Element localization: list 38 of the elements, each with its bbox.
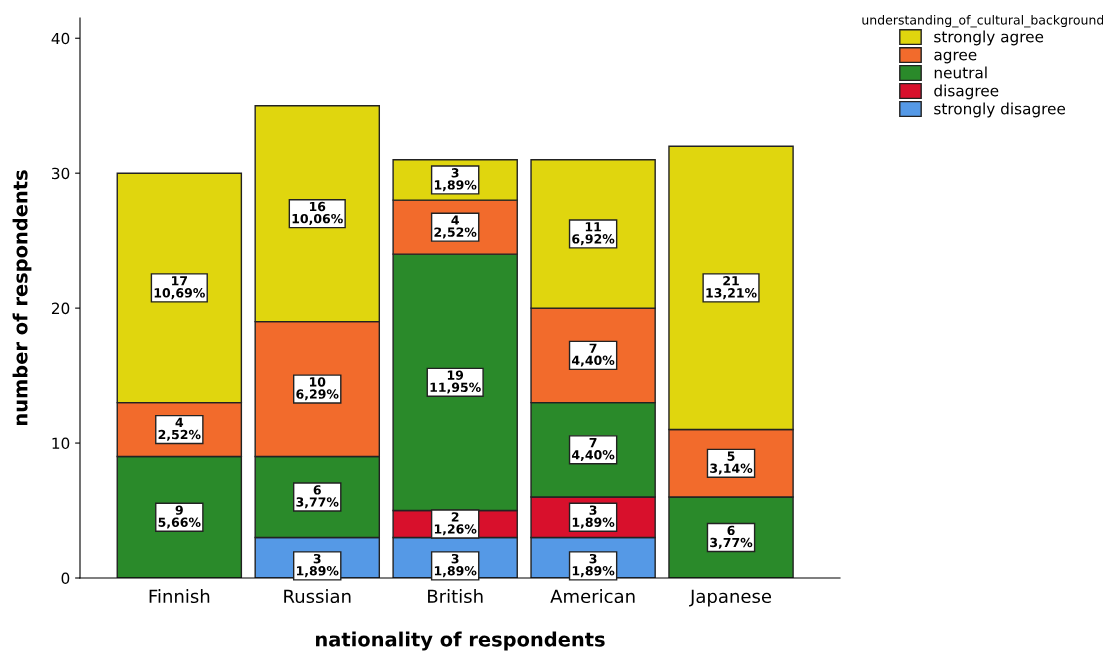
legend-label: neutral	[934, 66, 987, 79]
data-label: 19 11,95%	[430, 370, 481, 394]
data-label: 7 4,40%	[571, 343, 615, 367]
data-label: 5 3,14%	[710, 451, 753, 475]
data-label: 4 2,52%	[158, 417, 201, 441]
legend-label: agree	[934, 51, 977, 64]
data-label: 6 3,77%	[296, 485, 339, 509]
data-label: 3 1,89%	[572, 505, 615, 529]
data-label: 9 5,66%	[158, 505, 201, 529]
y-tick-label: 0	[61, 572, 70, 585]
y-tick-label: 20	[51, 302, 70, 315]
data-label: 4 2,52%	[434, 215, 477, 239]
x-tick-label: British	[428, 589, 483, 604]
legend-label: strongly disagree	[934, 102, 1066, 118]
legend-title: understanding_of_cultural_background	[862, 14, 1103, 28]
data-label: 10 6,29%	[296, 377, 339, 401]
x-tick-label: American	[550, 589, 635, 604]
data-label: 16 10,06%	[292, 201, 343, 225]
x-tick-label: Japanese	[689, 589, 772, 607]
legend-label: strongly agree	[934, 30, 1044, 46]
data-label: 7 4,40%	[571, 438, 615, 462]
x-tick-label: Finnish	[149, 589, 210, 604]
data-label: 6 3,77%	[710, 525, 753, 549]
data-label: 2 1,26%	[434, 512, 477, 536]
y-tick-label: 30	[52, 167, 70, 180]
x-axis-title: nationality of respondents	[316, 631, 605, 651]
data-label: 3 1,89%	[434, 553, 477, 578]
data-label: 3 1,89%	[434, 168, 477, 192]
y-axis-title: number of respondents	[12, 170, 32, 426]
legend-label: disagree	[934, 84, 999, 100]
x-tick-label: Russian	[284, 589, 351, 604]
y-tick-label: 10	[52, 437, 70, 450]
data-label: 3 1,89%	[296, 553, 339, 578]
data-label: 21 13,21%	[706, 276, 757, 300]
data-label: 17 10,69%	[154, 276, 205, 300]
data-label: 3 1,89%	[572, 553, 615, 578]
data-label: 11 6,92%	[572, 222, 615, 246]
y-tick-label: 40	[51, 32, 70, 45]
